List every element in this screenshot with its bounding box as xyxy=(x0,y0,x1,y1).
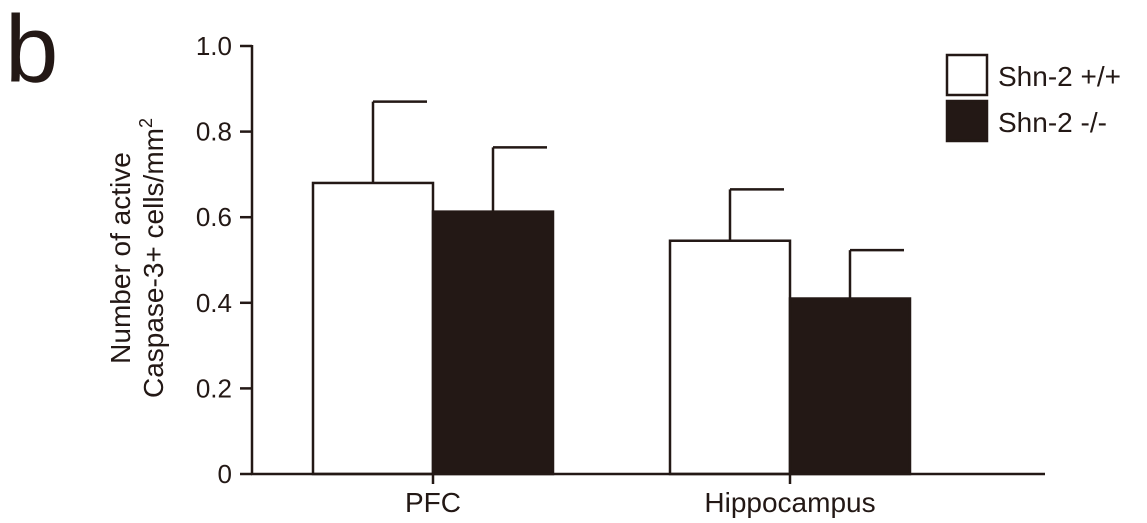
bar xyxy=(311,181,435,476)
x-axis-labels: PFC Hippocampus xyxy=(405,474,876,518)
legend-label: Shn-2 -/- xyxy=(998,107,1107,138)
panel-label: b xyxy=(5,0,58,103)
y-tick-label: 0.8 xyxy=(196,117,232,147)
legend: Shn-2 +/+ Shn-2 -/- xyxy=(945,53,1121,143)
y-tick-label: 0 xyxy=(218,459,232,489)
y-tick-label: 0.6 xyxy=(196,202,232,232)
bars xyxy=(311,181,912,476)
y-tick-label: 0.2 xyxy=(196,373,232,403)
bar xyxy=(431,210,555,476)
legend-swatch xyxy=(945,53,989,97)
legend-swatch xyxy=(945,99,989,143)
bar xyxy=(788,297,912,476)
error-bars xyxy=(371,100,904,299)
y-axis-title-line1: Number of active xyxy=(105,152,136,364)
legend-label: Shn-2 +/+ xyxy=(998,61,1121,92)
y-axis-title: Number of active Caspase-3+ cells/mm2 xyxy=(105,118,169,398)
y-axis-ticks: 0 0.2 0.4 0.6 0.8 1.0 xyxy=(196,31,252,489)
y-axis-title-line2: Caspase-3+ cells/mm2 xyxy=(136,118,169,398)
x-tick-label: Hippocampus xyxy=(704,487,875,518)
bar xyxy=(668,239,792,476)
y-tick-label: 0.4 xyxy=(196,288,232,318)
y-tick-label: 1.0 xyxy=(196,31,232,61)
axes xyxy=(250,45,1045,476)
x-tick-label: PFC xyxy=(405,487,461,518)
